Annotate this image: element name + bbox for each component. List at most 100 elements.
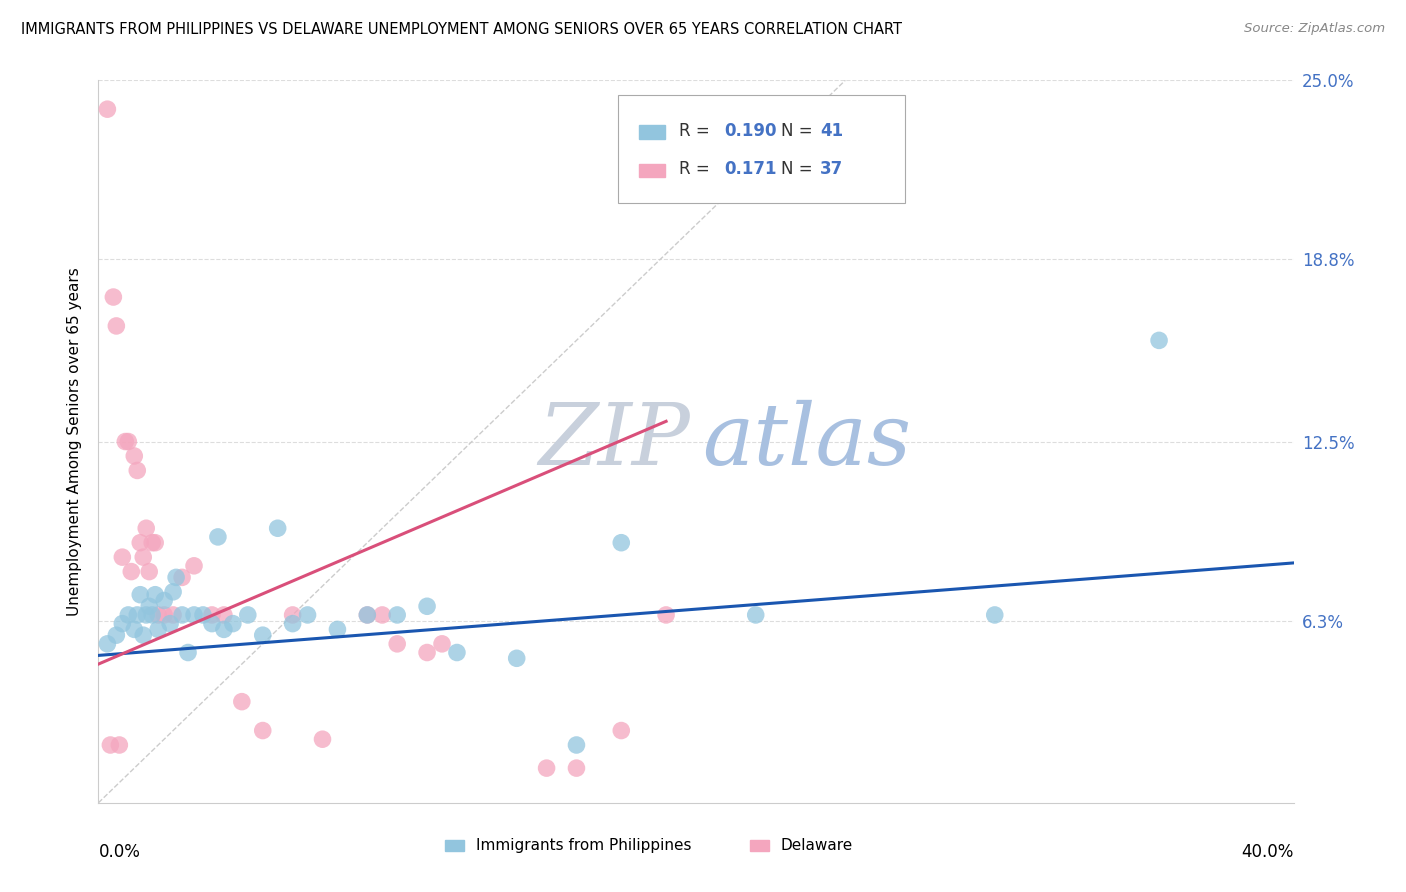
Point xyxy=(201,616,224,631)
Bar xyxy=(749,839,769,851)
Point xyxy=(371,607,394,622)
Text: 0.0%: 0.0% xyxy=(98,843,141,861)
Point xyxy=(311,732,333,747)
Point xyxy=(172,570,194,584)
Point xyxy=(416,599,439,614)
Point xyxy=(159,616,181,631)
Bar xyxy=(446,839,464,851)
Point xyxy=(252,628,274,642)
Point xyxy=(385,607,409,622)
Text: R =: R = xyxy=(679,121,716,140)
Point xyxy=(1147,334,1170,348)
Text: N =: N = xyxy=(780,121,818,140)
Point xyxy=(191,607,214,622)
Text: 41: 41 xyxy=(820,121,844,140)
Point xyxy=(610,723,633,738)
Point xyxy=(231,695,253,709)
Point xyxy=(430,637,453,651)
Point xyxy=(108,738,131,752)
Point xyxy=(252,723,274,738)
Point xyxy=(120,565,142,579)
Point xyxy=(446,646,468,660)
Point xyxy=(129,588,152,602)
Point xyxy=(124,449,146,463)
Point xyxy=(212,623,235,637)
Text: Delaware: Delaware xyxy=(780,838,853,853)
Point xyxy=(536,761,558,775)
Point xyxy=(105,628,128,642)
Point xyxy=(143,535,166,549)
Point xyxy=(135,607,157,622)
Point xyxy=(162,607,184,622)
Point xyxy=(132,550,155,565)
Text: 0.171: 0.171 xyxy=(724,161,778,178)
Point xyxy=(129,535,152,549)
Point xyxy=(96,102,118,116)
Point xyxy=(132,628,155,642)
Point xyxy=(98,738,122,752)
Point xyxy=(127,463,149,477)
Point xyxy=(565,738,588,752)
Bar xyxy=(638,163,665,178)
Point xyxy=(124,623,146,637)
Point xyxy=(416,646,439,660)
Point xyxy=(111,550,134,565)
Text: 37: 37 xyxy=(820,161,844,178)
Point xyxy=(212,607,235,622)
Point xyxy=(326,623,349,637)
Point xyxy=(745,607,768,622)
Text: atlas: atlas xyxy=(702,401,911,483)
Point xyxy=(183,607,205,622)
Point xyxy=(281,607,304,622)
Point xyxy=(153,607,176,622)
Point xyxy=(103,290,125,304)
Text: N =: N = xyxy=(780,161,818,178)
Point xyxy=(138,565,160,579)
Point xyxy=(143,588,166,602)
Point xyxy=(267,521,290,535)
Point xyxy=(236,607,259,622)
Point xyxy=(127,607,149,622)
Point xyxy=(111,616,134,631)
Bar xyxy=(638,125,665,138)
Text: 0.190: 0.190 xyxy=(724,121,778,140)
Point xyxy=(385,637,409,651)
Point xyxy=(177,646,200,660)
Point xyxy=(153,593,176,607)
Point xyxy=(105,318,128,333)
Text: 40.0%: 40.0% xyxy=(1241,843,1294,861)
Point xyxy=(117,607,139,622)
Point xyxy=(655,607,678,622)
Point xyxy=(172,607,194,622)
Point xyxy=(281,616,304,631)
Point xyxy=(148,623,170,637)
Text: ZIP: ZIP xyxy=(538,401,690,483)
Point xyxy=(207,530,229,544)
Point xyxy=(114,434,136,449)
Text: IMMIGRANTS FROM PHILIPPINES VS DELAWARE UNEMPLOYMENT AMONG SENIORS OVER 65 YEARS: IMMIGRANTS FROM PHILIPPINES VS DELAWARE … xyxy=(21,22,903,37)
Point xyxy=(141,607,163,622)
Point xyxy=(610,535,633,549)
Point xyxy=(165,570,187,584)
Point xyxy=(138,599,160,614)
Point xyxy=(117,434,139,449)
Text: Source: ZipAtlas.com: Source: ZipAtlas.com xyxy=(1244,22,1385,36)
Point xyxy=(984,607,1007,622)
Point xyxy=(162,584,184,599)
Point xyxy=(565,761,588,775)
Point xyxy=(141,535,163,549)
Point xyxy=(222,616,245,631)
Point xyxy=(356,607,378,622)
Point xyxy=(96,637,118,651)
Text: R =: R = xyxy=(679,161,720,178)
Point xyxy=(148,607,170,622)
Text: Immigrants from Philippines: Immigrants from Philippines xyxy=(477,838,692,853)
Y-axis label: Unemployment Among Seniors over 65 years: Unemployment Among Seniors over 65 years xyxy=(67,268,83,615)
Point xyxy=(356,607,378,622)
Point xyxy=(201,607,224,622)
Point xyxy=(135,521,157,535)
Point xyxy=(506,651,529,665)
FancyBboxPatch shape xyxy=(619,95,905,203)
Point xyxy=(297,607,319,622)
Point xyxy=(183,558,205,573)
